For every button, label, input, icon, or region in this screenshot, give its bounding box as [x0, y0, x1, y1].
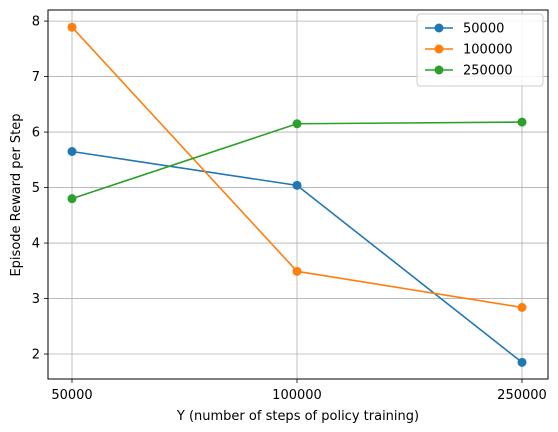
x-tick-label: 250000 [497, 388, 547, 403]
legend-marker-50000 [434, 23, 444, 33]
data-point-250000 [517, 117, 527, 127]
legend-marker-100000 [434, 44, 444, 54]
series-lines [67, 22, 527, 367]
x-axis-label: Y (number of steps of policy training) [176, 409, 419, 424]
legend-marker-250000 [434, 65, 444, 75]
x-axis-ticks: 50000 100000 250000 [51, 379, 547, 403]
data-point-250000 [67, 194, 77, 204]
data-point-100000 [67, 22, 77, 32]
data-point-250000 [292, 119, 302, 129]
x-tick-label: 50000 [51, 388, 92, 403]
data-point-100000 [517, 302, 527, 312]
legend-label-100000: 100000 [463, 43, 513, 58]
y-tick-label: 6 [32, 126, 40, 141]
y-tick-label: 2 [32, 348, 40, 363]
data-point-50000 [292, 180, 302, 190]
y-axis-ticks: 2 3 4 5 6 7 8 [32, 15, 48, 363]
x-tick-label: 100000 [272, 388, 322, 403]
y-tick-label: 4 [32, 237, 40, 252]
data-point-100000 [292, 266, 302, 276]
y-tick-label: 8 [32, 15, 40, 30]
grid-lines [48, 10, 548, 379]
legend-label-250000: 250000 [463, 64, 513, 79]
legend-label-50000: 50000 [463, 22, 504, 37]
data-point-50000 [67, 146, 77, 156]
plot-area-frame [47, 9, 549, 380]
y-tick-label: 7 [32, 70, 40, 85]
y-axis-label: Episode Reward per Step [9, 113, 24, 276]
y-tick-label: 3 [32, 292, 40, 307]
legend: 50000 100000 250000 [416, 13, 544, 87]
data-point-50000 [517, 357, 527, 367]
legend-box [416, 13, 544, 87]
y-tick-label: 5 [32, 181, 40, 196]
